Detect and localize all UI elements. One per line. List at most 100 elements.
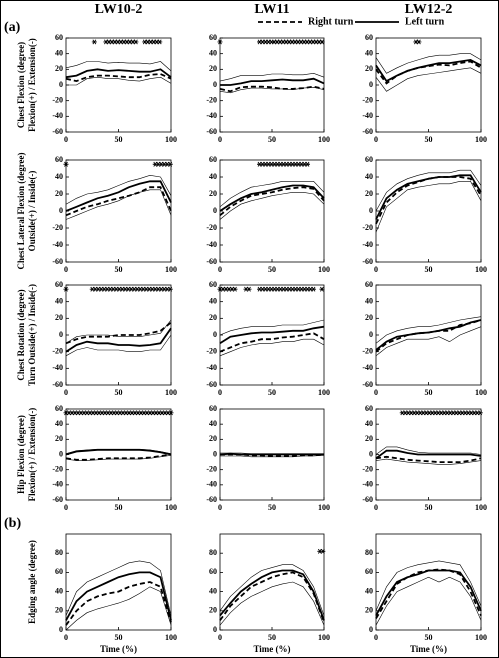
plot-frame xyxy=(65,533,172,631)
x-tick-label: 0 xyxy=(218,503,222,512)
significance-marker xyxy=(142,39,163,45)
significance-marker xyxy=(91,39,97,45)
x-tick-label: 50 xyxy=(268,503,276,512)
y-tick-label: 0 xyxy=(369,206,373,215)
series-line xyxy=(219,564,325,616)
series-line xyxy=(65,581,172,626)
series-line xyxy=(219,569,325,621)
series-line xyxy=(219,192,325,220)
x-tick-label: 0 xyxy=(374,265,378,274)
series-line xyxy=(375,176,482,225)
y-tick-label: -40 xyxy=(52,363,63,372)
y-tick-label: 0 xyxy=(369,80,373,89)
series-line xyxy=(375,319,482,353)
y-tick-label: -20 xyxy=(362,464,373,473)
y-tick-label: -20 xyxy=(362,223,373,232)
y-tick-label: 0 xyxy=(213,330,217,339)
y-tick-label: 40 xyxy=(55,586,63,595)
y-tick-label: -60 xyxy=(52,127,63,136)
y-tick-label: -20 xyxy=(206,95,217,104)
series-line xyxy=(219,186,325,216)
plot-frame xyxy=(219,159,325,263)
y-tick-label: -20 xyxy=(206,346,217,355)
x-tick-label: 50 xyxy=(115,265,123,274)
y-tick-label: -60 xyxy=(362,257,373,266)
x-tick-label: 0 xyxy=(374,135,378,144)
y-tick-label: -40 xyxy=(206,480,217,489)
series-line xyxy=(220,452,324,454)
series-line xyxy=(65,327,172,353)
y-tick-label: 80 xyxy=(55,548,63,557)
significance-marker xyxy=(217,286,238,292)
x-tick-label: 50 xyxy=(115,388,123,397)
y-tick-label: 20 xyxy=(55,606,63,615)
x-tick-label: 50 xyxy=(115,633,123,642)
series-line xyxy=(65,571,172,621)
significance-marker xyxy=(89,286,173,292)
y-tick-label: -40 xyxy=(206,363,217,372)
x-tick-label: 50 xyxy=(268,265,276,274)
y-tick-label: 20 xyxy=(55,189,63,198)
y-tick-label: 20 xyxy=(209,434,217,443)
y-tick-label: 0 xyxy=(213,449,217,458)
significance-marker xyxy=(317,548,326,554)
x-tick-label: 0 xyxy=(64,388,68,397)
y-tick-label: 40 xyxy=(55,172,63,181)
column-title: LW11 xyxy=(254,2,289,17)
y-tick-label: -20 xyxy=(52,346,63,355)
x-tick-label: 50 xyxy=(425,265,433,274)
y-tick-label: 60 xyxy=(209,404,217,413)
y-tick-label: 60 xyxy=(365,155,373,164)
x-tick-label: 100 xyxy=(475,633,487,642)
y-tick-label: -40 xyxy=(362,240,373,249)
plot-frame xyxy=(65,37,172,133)
x-tick-label: 0 xyxy=(64,135,68,144)
y-tick-label: -60 xyxy=(206,380,217,389)
y-tick-label: -40 xyxy=(362,111,373,120)
x-tick-label: 50 xyxy=(268,388,276,397)
y-tick-label: 40 xyxy=(55,48,63,57)
y-tick-label: 60 xyxy=(209,33,217,42)
series-line xyxy=(219,571,325,623)
significance-marker xyxy=(103,39,139,45)
y-tick-label: 40 xyxy=(209,419,217,428)
y-tick-label: 0 xyxy=(213,625,217,634)
y-tick-label: 20 xyxy=(209,313,217,322)
y-tick-label: 60 xyxy=(55,33,63,42)
series-line xyxy=(65,174,172,205)
x-tick-label: 0 xyxy=(374,388,378,397)
y-tick-label: 60 xyxy=(55,404,63,413)
y-tick-label: -60 xyxy=(362,127,373,136)
series-line xyxy=(375,174,482,220)
series-line xyxy=(219,319,325,336)
series-line xyxy=(375,455,482,463)
y-tick-label: -40 xyxy=(52,240,63,249)
y-tick-label: 60 xyxy=(365,280,373,289)
series-line xyxy=(375,458,482,465)
series-line xyxy=(375,568,482,619)
y-tick-label: -60 xyxy=(52,495,63,504)
y-tick-label: -20 xyxy=(362,346,373,355)
series-line xyxy=(375,316,482,344)
y-tick-label: -20 xyxy=(52,464,63,473)
y-tick-label: -20 xyxy=(362,95,373,104)
y-tick-label: 0 xyxy=(369,625,373,634)
y-tick-label: -20 xyxy=(52,223,63,232)
series-line xyxy=(375,446,482,455)
plot-frame xyxy=(65,159,172,263)
series-line xyxy=(65,453,172,461)
significance-marker xyxy=(257,161,311,167)
significance-marker xyxy=(319,286,325,292)
x-tick-label: 100 xyxy=(475,503,487,512)
y-tick-label: 0 xyxy=(59,449,63,458)
x-tick-label: 100 xyxy=(318,503,330,512)
legend-label: Right turn xyxy=(308,16,354,27)
y-tick-label: -40 xyxy=(206,240,217,249)
y-tick-label: 40 xyxy=(55,419,63,428)
y-tick-label: 60 xyxy=(365,404,373,413)
series-line xyxy=(219,581,325,626)
x-tick-label: 50 xyxy=(268,135,276,144)
plot-frame xyxy=(65,408,172,501)
